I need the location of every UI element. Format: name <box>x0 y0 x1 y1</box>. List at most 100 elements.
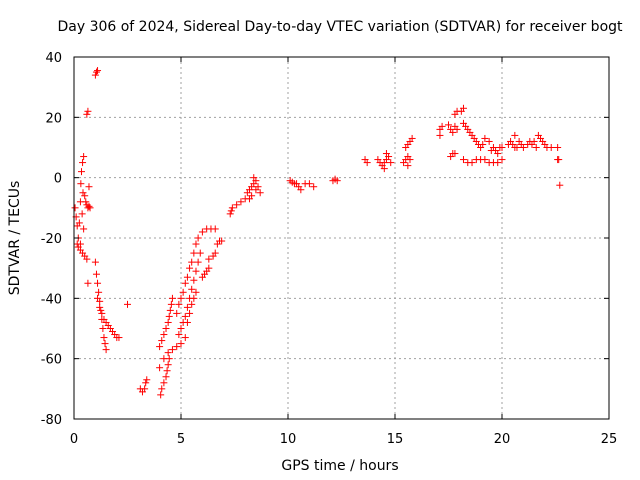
data-point <box>82 198 90 206</box>
data-point <box>481 134 489 142</box>
y-axis-ticks: -80 -60 -40 -20 0 20 40 <box>41 51 609 428</box>
data-point <box>183 318 191 326</box>
data-point <box>91 71 99 79</box>
data-point <box>162 325 170 332</box>
data-point <box>459 156 467 164</box>
data-point <box>404 162 412 170</box>
data-point <box>94 67 102 75</box>
data-point <box>91 258 99 266</box>
x-axis-ticks: 0 5 10 15 20 25 <box>70 57 617 447</box>
y-tick-label: 40 <box>45 51 62 66</box>
data-point <box>192 240 200 248</box>
data-point <box>498 144 506 151</box>
data-point <box>124 300 131 308</box>
data-point <box>250 174 258 182</box>
data-point <box>408 134 416 142</box>
data-point <box>333 177 341 185</box>
data-point <box>211 249 219 257</box>
data-point <box>73 240 81 248</box>
data-point <box>81 192 89 200</box>
data-point <box>179 288 187 296</box>
data-point <box>75 219 83 227</box>
data-point <box>165 312 173 320</box>
data-point <box>167 300 175 308</box>
data-point <box>79 159 87 167</box>
data-point <box>192 288 200 296</box>
data-point <box>481 156 489 164</box>
data-point <box>143 376 151 384</box>
data-point <box>181 312 189 320</box>
data-point <box>85 183 93 191</box>
data-point <box>141 385 149 393</box>
data-point <box>453 125 461 133</box>
data-point <box>163 367 171 375</box>
data-point <box>196 249 204 257</box>
data-point <box>555 156 563 164</box>
data-point <box>166 306 174 314</box>
data-point <box>382 150 390 158</box>
data-point <box>177 325 185 332</box>
data-point <box>142 379 150 387</box>
data-point <box>183 273 191 281</box>
data-point <box>181 279 189 287</box>
data-point <box>194 234 202 242</box>
data-point <box>186 309 194 317</box>
x-tick-label: 5 <box>177 432 185 447</box>
data-point <box>188 285 196 293</box>
data-point <box>380 165 388 173</box>
data-point <box>297 186 305 194</box>
y-tick-label: -20 <box>41 232 62 247</box>
data-point <box>157 391 165 399</box>
data-point <box>190 294 198 302</box>
data-point <box>168 294 176 302</box>
data-point <box>175 300 183 308</box>
data-point <box>160 379 168 387</box>
y-tick-label: -40 <box>41 292 62 307</box>
data-point <box>92 68 100 76</box>
data-point <box>162 373 170 381</box>
data-point <box>387 159 395 167</box>
data-point <box>237 198 245 206</box>
y-tick-label: 0 <box>54 172 62 187</box>
data-point <box>453 107 461 115</box>
data-point <box>248 192 256 200</box>
data-point <box>156 343 164 351</box>
data-point <box>554 144 562 151</box>
data-point <box>227 207 235 215</box>
data-point <box>164 349 172 357</box>
data-point <box>158 385 166 393</box>
data-point <box>160 355 168 363</box>
data-point <box>77 168 85 176</box>
data-point <box>102 346 110 354</box>
data-point <box>468 159 476 167</box>
data-point <box>451 150 459 158</box>
grid <box>74 57 609 419</box>
data-point <box>175 331 183 339</box>
data-point <box>173 309 181 317</box>
data-point <box>181 334 189 342</box>
data-point <box>86 204 94 212</box>
data-point <box>92 270 100 278</box>
data-point <box>190 276 198 284</box>
data-point <box>164 318 172 326</box>
data-point <box>85 202 93 210</box>
data-point <box>547 144 555 151</box>
data-point <box>192 267 200 275</box>
data-point <box>511 131 519 139</box>
data-point <box>194 258 202 266</box>
data-point <box>494 159 502 167</box>
data-point <box>188 300 196 308</box>
y-tick-label: -60 <box>41 353 62 368</box>
data-point <box>168 346 176 354</box>
data-point <box>100 334 108 342</box>
data-point <box>406 156 414 164</box>
data-point <box>188 258 196 266</box>
data-point <box>79 189 87 197</box>
data-point <box>305 180 313 188</box>
data-point <box>445 121 452 129</box>
x-tick-label: 0 <box>70 432 78 447</box>
data-point <box>198 228 206 236</box>
data-point <box>205 264 213 272</box>
data-point <box>436 131 444 139</box>
x-tick-label: 25 <box>601 432 618 447</box>
